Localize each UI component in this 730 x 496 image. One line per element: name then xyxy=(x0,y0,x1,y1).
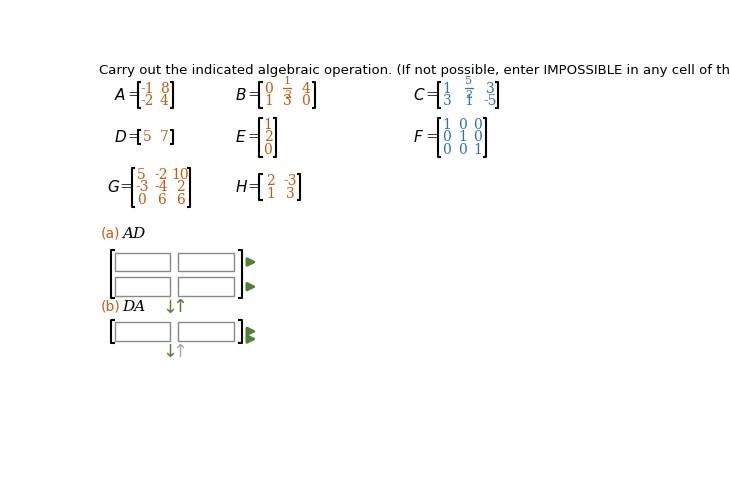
Text: 4: 4 xyxy=(160,94,169,108)
Text: 0: 0 xyxy=(442,130,451,144)
Text: -3: -3 xyxy=(135,181,148,194)
Text: 1: 1 xyxy=(266,186,274,200)
Text: 3: 3 xyxy=(486,82,495,96)
Text: =: = xyxy=(127,130,139,144)
Text: 0: 0 xyxy=(137,192,146,207)
Text: $G$: $G$ xyxy=(107,180,120,195)
Text: $B$: $B$ xyxy=(234,87,246,103)
Text: 1: 1 xyxy=(264,94,273,108)
Text: $E$: $E$ xyxy=(234,129,246,145)
Text: 6: 6 xyxy=(176,192,185,207)
Text: 1: 1 xyxy=(464,94,473,108)
Text: DA: DA xyxy=(122,300,145,313)
Text: =: = xyxy=(119,181,132,194)
Bar xyxy=(178,277,234,296)
Text: 0: 0 xyxy=(442,143,451,157)
Text: $C$: $C$ xyxy=(413,87,426,103)
Text: 3: 3 xyxy=(283,94,292,108)
Text: 0: 0 xyxy=(458,118,467,132)
Text: 2: 2 xyxy=(266,174,274,188)
Text: 10: 10 xyxy=(172,168,189,182)
Text: 0: 0 xyxy=(264,143,272,157)
Text: 2: 2 xyxy=(176,181,185,194)
Text: 5: 5 xyxy=(465,76,472,86)
Text: 1: 1 xyxy=(264,118,272,132)
Text: =: = xyxy=(426,130,438,144)
Text: -3: -3 xyxy=(284,174,297,188)
Bar xyxy=(115,322,170,341)
Text: ↑: ↑ xyxy=(172,343,187,361)
Text: 6: 6 xyxy=(157,192,166,207)
Text: 3: 3 xyxy=(442,94,451,108)
Text: $F$: $F$ xyxy=(413,129,424,145)
Text: ↑: ↑ xyxy=(172,299,187,316)
Text: $D$: $D$ xyxy=(115,129,128,145)
Text: 1: 1 xyxy=(284,76,291,86)
Text: 7: 7 xyxy=(160,130,169,144)
Text: 5: 5 xyxy=(142,130,151,144)
Text: =: = xyxy=(247,181,260,194)
Text: =: = xyxy=(426,88,438,102)
Text: (a): (a) xyxy=(101,227,120,241)
Text: 0: 0 xyxy=(458,143,467,157)
Text: 2: 2 xyxy=(465,90,472,100)
Text: 0: 0 xyxy=(474,118,483,132)
Text: 1: 1 xyxy=(442,82,451,96)
Text: -5: -5 xyxy=(483,94,497,108)
Bar xyxy=(115,253,170,271)
Text: 8: 8 xyxy=(160,82,169,96)
Text: -4: -4 xyxy=(154,181,168,194)
Text: ↓: ↓ xyxy=(163,343,178,361)
Bar xyxy=(178,253,234,271)
Text: ↓: ↓ xyxy=(163,299,178,316)
Text: $A$: $A$ xyxy=(115,87,127,103)
Text: 0: 0 xyxy=(301,94,310,108)
Text: 4: 4 xyxy=(301,82,310,96)
Text: 5: 5 xyxy=(137,168,146,182)
Text: (b): (b) xyxy=(101,300,120,313)
Text: 2: 2 xyxy=(284,90,291,100)
Text: =: = xyxy=(247,88,260,102)
Bar xyxy=(115,277,170,296)
Text: -2: -2 xyxy=(140,94,154,108)
Text: $H$: $H$ xyxy=(234,180,247,195)
Bar xyxy=(178,322,234,341)
Text: =: = xyxy=(247,130,260,144)
Text: Carry out the indicated algebraic operation. (If not possible, enter IMPOSSIBLE : Carry out the indicated algebraic operat… xyxy=(99,64,730,77)
Text: 3: 3 xyxy=(286,186,295,200)
Text: =: = xyxy=(127,88,139,102)
Text: 1: 1 xyxy=(474,143,483,157)
Text: 2: 2 xyxy=(264,130,272,144)
Text: -2: -2 xyxy=(154,168,168,182)
Text: 1: 1 xyxy=(442,118,451,132)
Text: 0: 0 xyxy=(264,82,273,96)
Text: AD: AD xyxy=(122,227,145,241)
Text: 0: 0 xyxy=(474,130,483,144)
Text: -1: -1 xyxy=(140,82,154,96)
Text: 1: 1 xyxy=(458,130,467,144)
